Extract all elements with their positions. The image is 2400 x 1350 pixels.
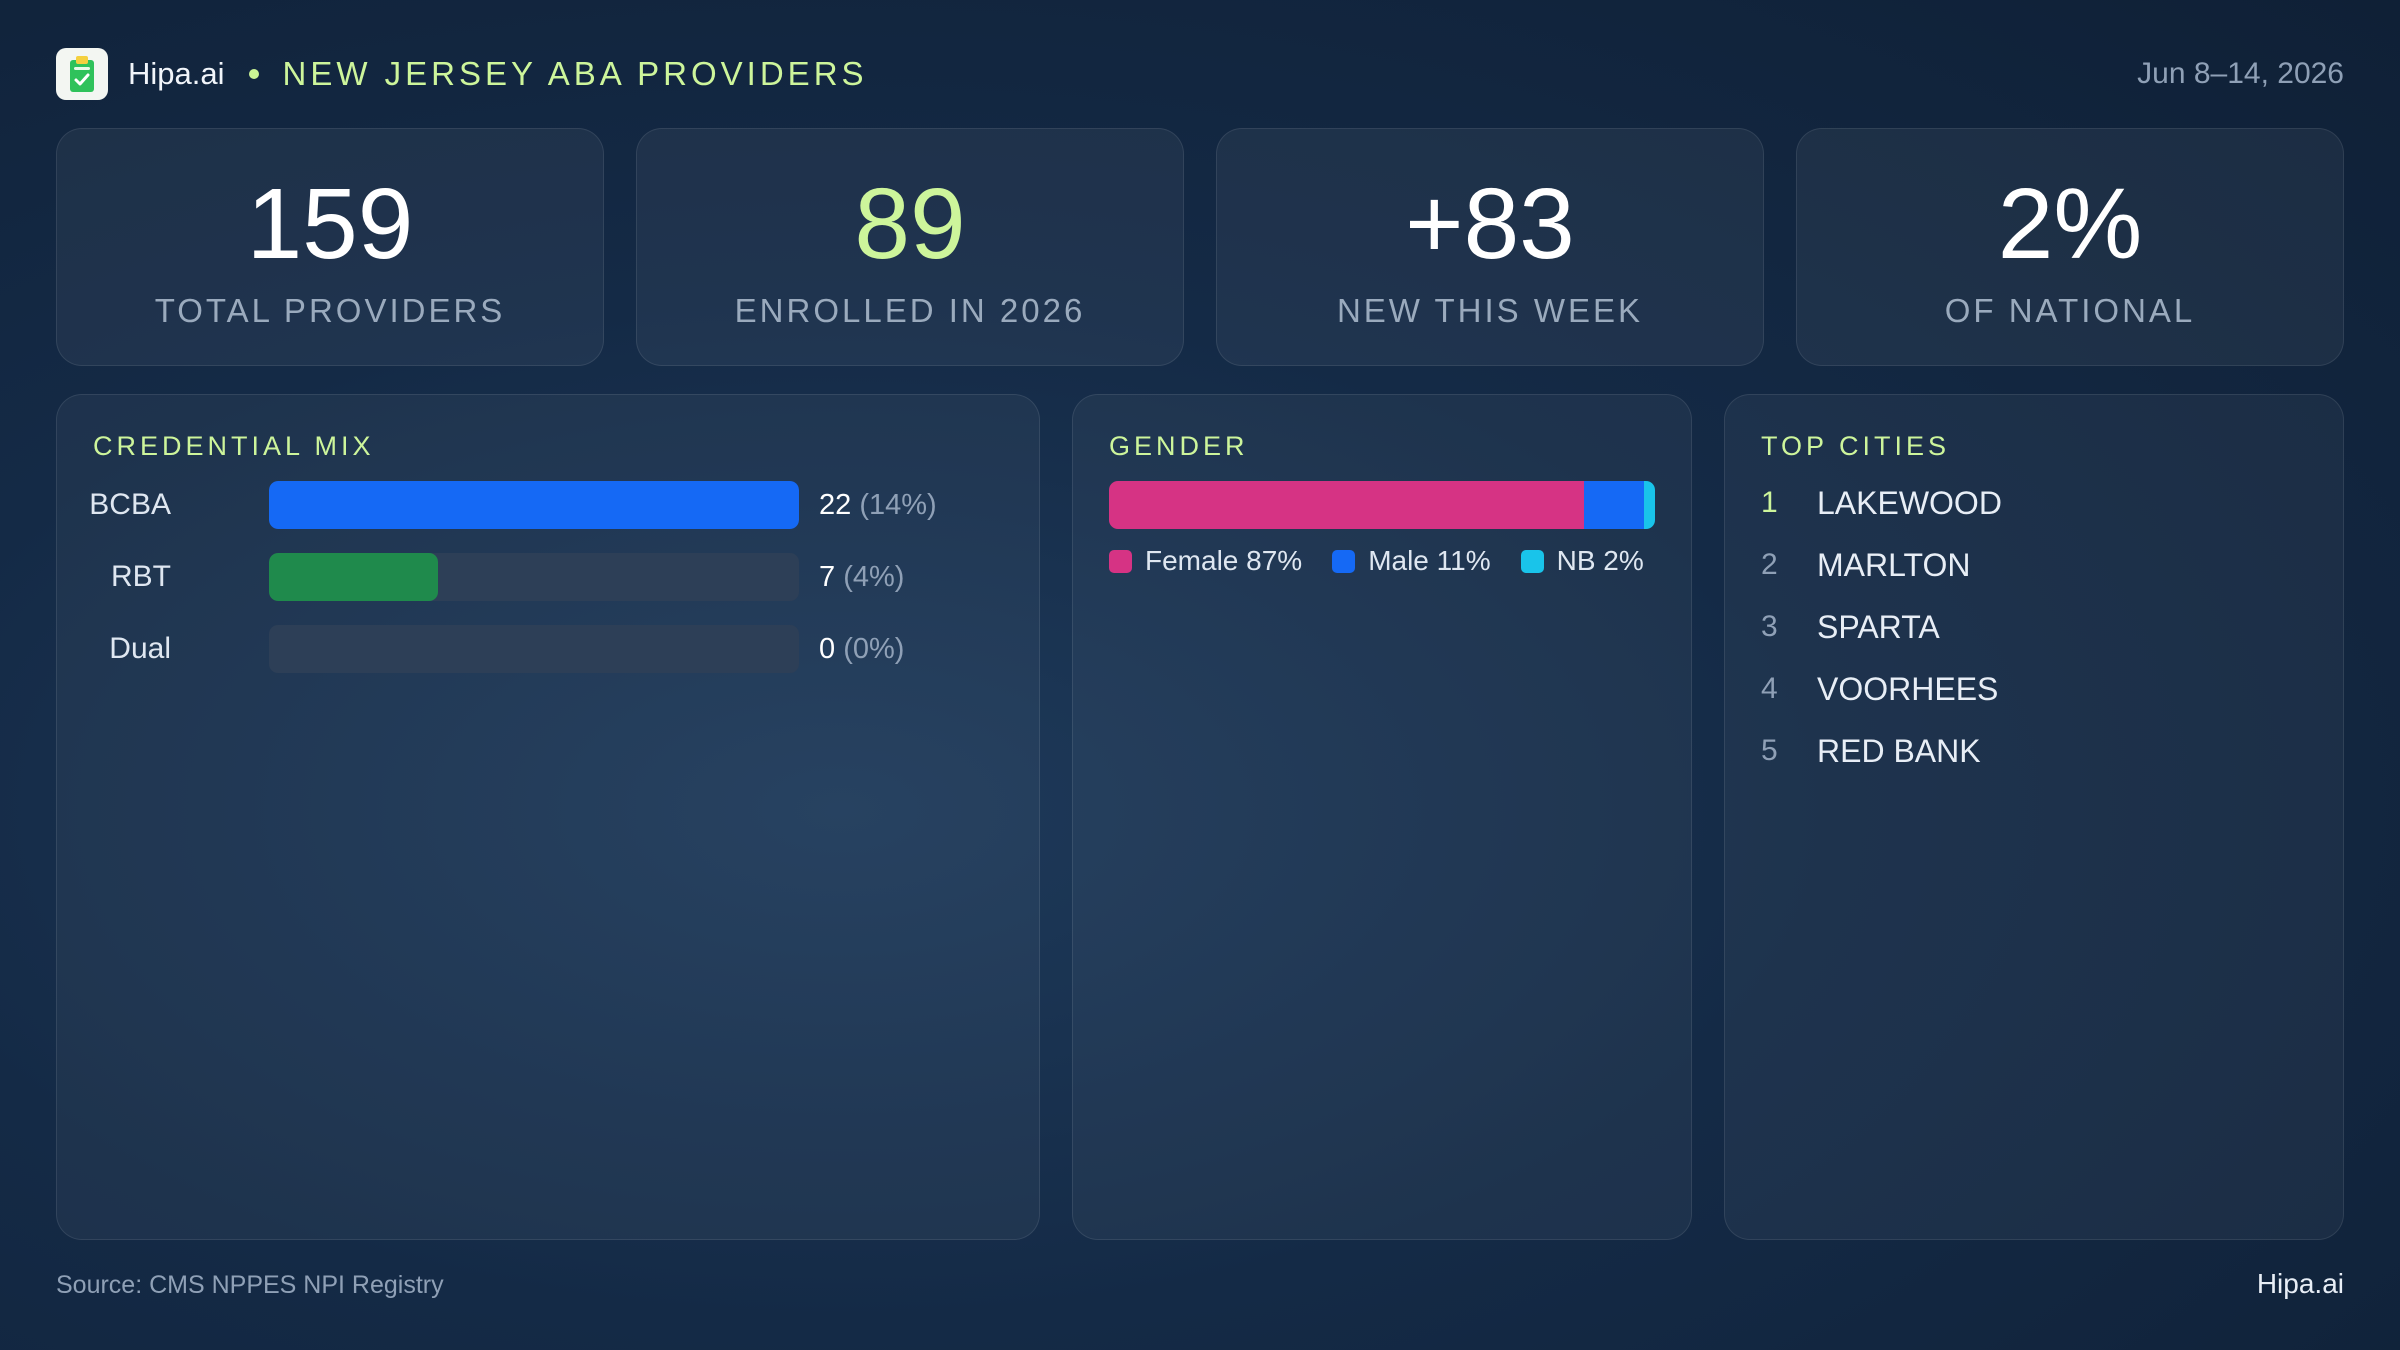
legend-item-male: Male 11% <box>1332 545 1491 577</box>
city-rank: 1 <box>1761 486 1778 519</box>
stat-card-new-this-week: +83 NEW THIS WEEK <box>1216 128 1764 366</box>
gender-segment-female <box>1109 481 1585 529</box>
gender-legend: Female 87% Male 11% NB 2% <box>1109 545 1674 577</box>
credential-value: 0 (0%) <box>819 625 904 673</box>
date-range: Jun 8–14, 2026 <box>2137 57 2344 90</box>
credential-row-rbt: RBT 7 (4%) <box>93 553 993 601</box>
brand-name: Hipa.ai <box>128 56 225 91</box>
source-note: Source: CMS NPPES NPI Registry <box>56 1271 444 1299</box>
city-name: RED BANK <box>1817 732 1981 769</box>
city-name: LAKEWOOD <box>1817 484 2002 521</box>
header: Hipa.ai NEW JERSEY ABA PROVIDERS Jun 8–1… <box>56 48 2344 100</box>
panel-title: GENDER <box>1109 431 1249 461</box>
city-name: VOORHEES <box>1817 670 1999 707</box>
credential-count: 22 <box>819 489 852 521</box>
city-rank: 5 <box>1761 734 1778 767</box>
stat-value: 159 <box>246 168 414 280</box>
city-item: 2 MARLTON <box>1761 545 1971 585</box>
bar-fill-bcba <box>269 481 799 529</box>
bar-fill-rbt <box>269 553 438 601</box>
credential-label: BCBA <box>89 488 171 521</box>
credential-pct: (0%) <box>843 633 905 665</box>
credential-value: 7 (4%) <box>819 553 904 601</box>
credential-row-bcba: BCBA 22 (14%) <box>89 481 993 529</box>
credential-mix-panel: CREDENTIAL MIX BCBA 22 (14%) RBT 7 (4%) … <box>56 394 1040 1240</box>
city-item: 4 VOORHEES <box>1761 669 1998 709</box>
stat-label: TOTAL PROVIDERS <box>154 292 506 329</box>
stat-value: 2% <box>1997 168 2143 280</box>
bar-track <box>269 481 799 529</box>
credential-count: 7 <box>819 561 836 593</box>
bar-track <box>269 625 799 673</box>
city-item: 3 SPARTA <box>1761 607 1940 647</box>
separator-dot <box>248 69 259 79</box>
legend-label: Male 11% <box>1368 545 1491 576</box>
city-rank: 2 <box>1761 548 1778 581</box>
city-name: SPARTA <box>1817 608 1940 645</box>
city-item: 5 RED BANK <box>1761 731 1981 771</box>
credential-label: RBT <box>111 560 171 593</box>
stat-value: 89 <box>854 168 966 280</box>
stat-card-of-national: 2% OF NATIONAL <box>1796 128 2344 366</box>
credential-label: Dual <box>109 632 171 665</box>
legend-item-female: Female 87% <box>1109 545 1302 577</box>
gender-stacked-bar <box>1109 481 1655 529</box>
credential-count: 0 <box>819 633 836 665</box>
stat-value: +83 <box>1405 168 1575 280</box>
city-rank: 4 <box>1761 672 1778 705</box>
credential-row-dual: Dual 0 (0%) <box>93 625 993 673</box>
stat-label: OF NATIONAL <box>1944 292 2196 329</box>
gender-segment-male <box>1584 481 1645 529</box>
credential-pct: (14%) <box>859 489 937 521</box>
city-name: MARLTON <box>1817 546 1971 583</box>
stat-label: ENROLLED IN 2026 <box>734 292 1086 329</box>
stat-card-total-providers: 159 TOTAL PROVIDERS <box>56 128 604 366</box>
gender-panel: GENDER Female 87% Male 11% NB 2% <box>1072 394 1692 1240</box>
legend-label: NB 2% <box>1556 545 1644 576</box>
city-item: 1 LAKEWOOD <box>1761 483 2002 523</box>
credential-value: 22 (14%) <box>819 481 937 529</box>
gender-segment-nb <box>1644 481 1655 529</box>
page-title: NEW JERSEY ABA PROVIDERS <box>282 55 868 92</box>
footer-brand: Hipa.ai <box>2256 1268 2344 1299</box>
panel-title: TOP CITIES <box>1761 431 1951 461</box>
top-cities-panel: TOP CITIES 1 LAKEWOOD 2 MARLTON 3 SPARTA… <box>1724 394 2344 1240</box>
clipboard-check-icon <box>56 48 108 100</box>
city-rank: 3 <box>1761 610 1778 643</box>
legend-swatch <box>1520 549 1544 573</box>
bar-track <box>269 553 799 601</box>
credential-pct: (4%) <box>843 561 905 593</box>
legend-swatch <box>1332 549 1356 573</box>
stat-card-enrolled: 89 ENROLLED IN 2026 <box>636 128 1184 366</box>
stats-row: 159 TOTAL PROVIDERS 89 ENROLLED IN 2026 … <box>56 128 2344 366</box>
stat-label: NEW THIS WEEK <box>1336 292 1644 329</box>
legend-item-nb: NB 2% <box>1520 545 1644 577</box>
panel-title: CREDENTIAL MIX <box>93 431 375 461</box>
legend-label: Female 87% <box>1145 545 1303 576</box>
legend-swatch <box>1109 549 1132 573</box>
